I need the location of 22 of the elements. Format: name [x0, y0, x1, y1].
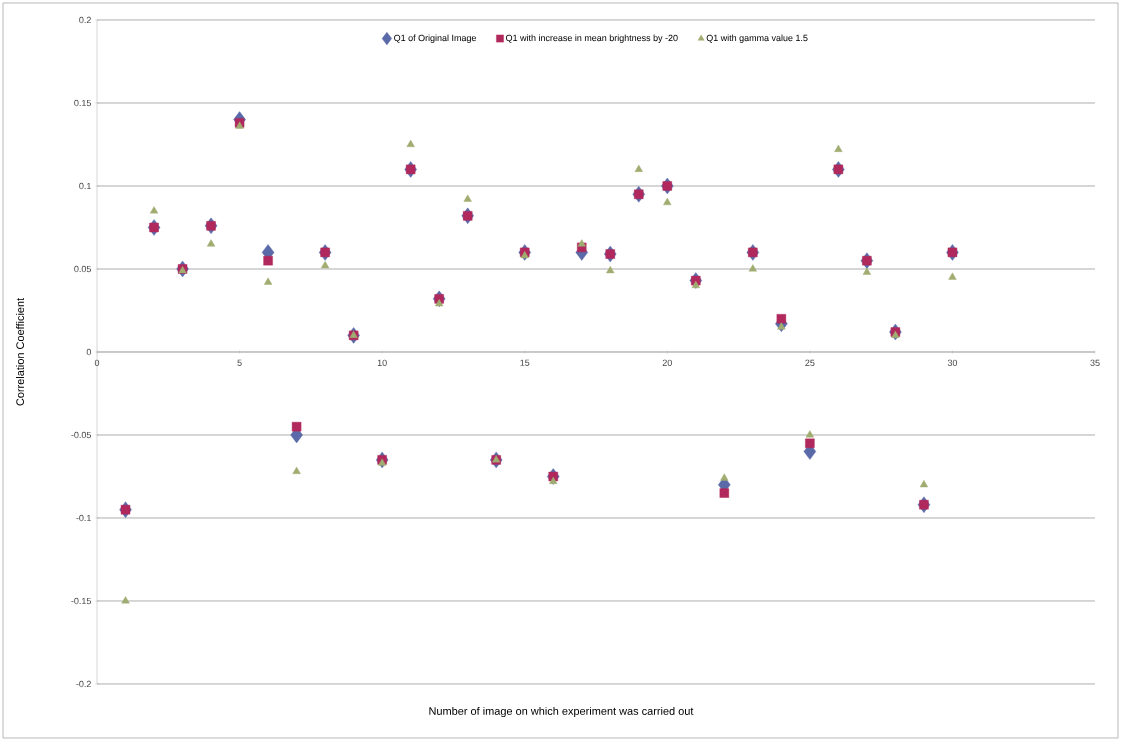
y-tick-label: 0.1: [79, 182, 91, 190]
x-tick-label: 35: [1090, 359, 1100, 366]
y-tick-label: -0.2: [76, 680, 91, 688]
y-tick-label: 0.05: [74, 265, 91, 273]
x-axis-title: Number of image on which experiment was carried out: [429, 706, 694, 718]
x-tick-label: 25: [805, 359, 815, 366]
x-tick-label: 15: [520, 359, 530, 366]
y-tick-label: -0.05: [71, 431, 91, 439]
x-tick-label: 5: [237, 359, 242, 366]
y-tick-label: 0: [86, 348, 92, 356]
y-tick-label: -0.1: [76, 514, 91, 522]
y-tick-label: 0.15: [74, 99, 91, 107]
legend-label: Q1 with increase in mean brightness by -20: [506, 34, 678, 43]
x-tick-label: 10: [377, 359, 387, 366]
y-tick-label: 0.2: [79, 16, 91, 24]
legend-label: Q1 of Original Image: [394, 34, 477, 43]
legend-label: Q1 with gamma value 1.5: [706, 34, 808, 43]
x-tick-label: 20: [662, 359, 672, 366]
x-tick-label: 30: [947, 359, 958, 366]
y-tick-label: -0.15: [71, 597, 91, 605]
x-tick-label: 0: [94, 359, 100, 366]
y-axis-title: Correlation Coefficient: [15, 297, 25, 406]
